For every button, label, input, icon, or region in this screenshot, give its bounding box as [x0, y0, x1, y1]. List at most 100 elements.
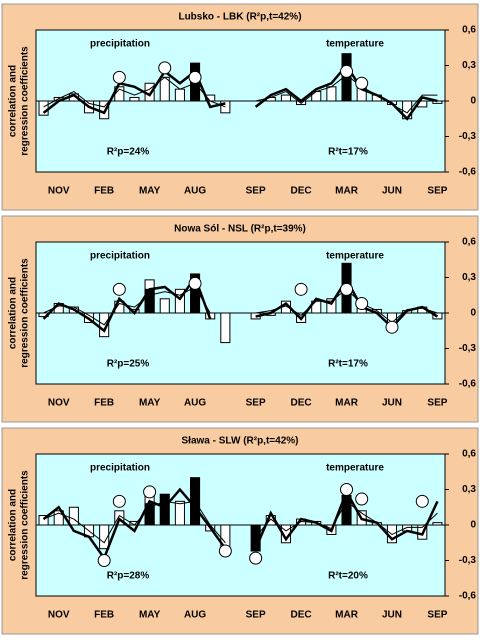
- line: [42, 274, 439, 333]
- marker: [385, 320, 399, 334]
- x-tick-label: MAR: [335, 186, 359, 197]
- marker: [340, 282, 354, 296]
- x-tick-label: MAY: [139, 610, 161, 621]
- annotation: R²p=28%: [107, 571, 150, 582]
- y-tick-label: 0,3: [462, 272, 476, 283]
- x-tick-label: SEP: [246, 610, 266, 621]
- y-tick-label: 0,3: [462, 484, 476, 495]
- y-axis-label: correlation and: [8, 489, 19, 561]
- y-tick-label: 0,6: [462, 237, 476, 248]
- x-tick-label: MAY: [139, 186, 161, 197]
- line: [43, 500, 438, 544]
- bar: [326, 86, 337, 102]
- y-tick-label: -0,6: [459, 167, 477, 178]
- y-tick-label: -0,6: [459, 379, 477, 390]
- y-axis-label: regression coefficients: [20, 258, 31, 368]
- marker: [355, 297, 369, 311]
- bar: [174, 500, 185, 526]
- bar: [38, 100, 49, 116]
- bar: [432, 522, 443, 526]
- x-tick-label: JUN: [382, 610, 402, 621]
- annotation: R²t=20%: [328, 571, 368, 582]
- annotation: temperature: [326, 251, 384, 262]
- x-tick-label: NOV: [48, 398, 70, 409]
- x-tick-label: MAR: [335, 610, 359, 621]
- x-tick-label: NOV: [48, 186, 70, 197]
- y-axis-label: correlation and: [8, 277, 19, 349]
- x-tick-label: SEP: [427, 186, 447, 197]
- chart-title: Nowa Sól - NSL (R²p,t=39%): [174, 224, 306, 235]
- y-tick-label: 0,6: [462, 449, 476, 460]
- bar: [280, 94, 291, 102]
- bar: [220, 312, 231, 344]
- marker: [294, 282, 308, 296]
- marker: [340, 64, 354, 78]
- marker: [188, 70, 202, 84]
- x-tick-label: SEP: [246, 186, 266, 197]
- y-tick-label: 0,6: [462, 25, 476, 36]
- annotation: temperature: [326, 39, 384, 50]
- y-tick-label: -0,6: [459, 591, 477, 602]
- annotation: R²p=24%: [107, 147, 150, 158]
- x-tick-label: AUG: [184, 398, 206, 409]
- marker: [112, 494, 126, 508]
- marker: [355, 76, 369, 90]
- y-tick-label: 0: [470, 308, 476, 319]
- annotation: precipitation: [90, 39, 150, 50]
- x-tick-label: FEB: [94, 186, 114, 197]
- bar: [159, 493, 170, 526]
- x-tick-label: SEP: [427, 610, 447, 621]
- bar: [38, 515, 49, 526]
- y-axis-label: regression coefficients: [20, 470, 31, 580]
- bar: [129, 96, 140, 102]
- x-tick-label: AUG: [184, 186, 206, 197]
- x-tick-label: AUG: [184, 610, 206, 621]
- marker: [340, 483, 354, 496]
- bar: [68, 506, 79, 526]
- x-tick-label: FEB: [94, 610, 114, 621]
- annotation: temperature: [326, 463, 384, 474]
- y-tick-label: 0: [470, 96, 476, 107]
- y-tick-label: 0,3: [462, 60, 476, 71]
- x-tick-label: MAR: [335, 398, 359, 409]
- marker: [355, 492, 369, 506]
- annotation: R²t=17%: [328, 147, 368, 158]
- x-tick-label: SEP: [246, 398, 266, 409]
- y-tick-label: 0: [470, 520, 476, 531]
- annotation: precipitation: [90, 251, 150, 262]
- x-tick-label: FEB: [94, 398, 114, 409]
- bar: [174, 288, 185, 314]
- x-tick-label: DEC: [291, 186, 312, 197]
- annotation: R²t=17%: [328, 359, 368, 370]
- y-tick-label: -0,3: [459, 555, 477, 566]
- marker: [218, 544, 232, 558]
- bar: [159, 76, 170, 102]
- bar: [99, 524, 110, 550]
- chart-title: Lubsko - LBK (R²p,t=42%): [178, 12, 301, 23]
- y-tick-label: -0,3: [459, 343, 477, 354]
- x-tick-label: DEC: [291, 610, 312, 621]
- marker: [112, 70, 126, 84]
- annotation: R²p=25%: [107, 359, 150, 370]
- marker: [158, 61, 172, 75]
- chart-title: Sława - SLW (R²p,t=42%): [182, 436, 299, 447]
- x-tick-label: NOV: [48, 610, 70, 621]
- marker: [97, 554, 111, 567]
- annotation: precipitation: [90, 463, 150, 474]
- x-tick-label: MAY: [139, 398, 161, 409]
- x-tick-label: JUN: [382, 186, 402, 197]
- marker: [143, 485, 157, 499]
- marker: [112, 282, 126, 296]
- bar: [174, 88, 185, 102]
- y-axis-label: regression coefficients: [20, 46, 31, 156]
- bar: [159, 298, 170, 314]
- x-tick-label: DEC: [291, 398, 312, 409]
- marker: [249, 551, 263, 565]
- marker: [415, 494, 429, 508]
- marker: [188, 276, 202, 290]
- bar: [326, 298, 337, 314]
- x-tick-label: SEP: [427, 398, 447, 409]
- x-tick-label: JUN: [382, 398, 402, 409]
